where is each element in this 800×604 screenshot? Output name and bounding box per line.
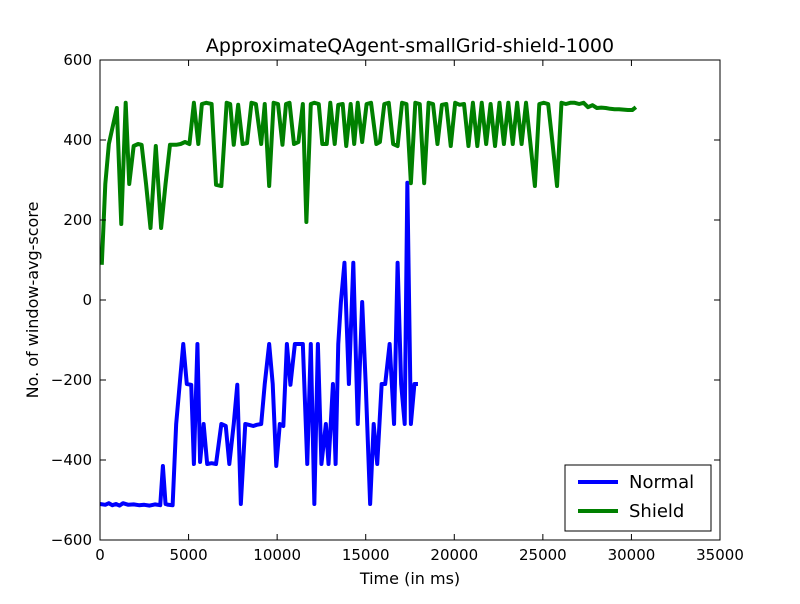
- legend-label-shield: Shield: [629, 501, 684, 522]
- legend-box: [564, 464, 712, 532]
- y-tick-label: 400: [63, 131, 92, 149]
- x-axis-label: Time (in ms): [359, 569, 460, 588]
- y-tick-label: −600: [51, 531, 92, 549]
- x-tick-label: 5000: [169, 546, 207, 564]
- x-tick-label: 20000: [430, 546, 478, 564]
- series-line-normal: [100, 180, 418, 508]
- x-tick-label: 10000: [253, 546, 301, 564]
- x-tick-label: 15000: [342, 546, 390, 564]
- x-tick-label: 30000: [608, 546, 656, 564]
- y-tick-label: −400: [51, 451, 92, 469]
- plot-area: 0 5000 10000 15000 20000 25000 30000 35000 −600 −…: [51, 51, 744, 564]
- chart-title: ApproximateQAgent-smallGrid-shield-1000: [206, 35, 614, 57]
- y-axis-label: No. of window-avg-score: [23, 202, 42, 399]
- legend: Normal Shield: [564, 464, 712, 532]
- y-tick-label: 200: [63, 211, 92, 229]
- y-tick-label: 600: [63, 51, 92, 69]
- y-tick-label: 0: [82, 291, 92, 309]
- legend-label-normal: Normal: [629, 472, 694, 493]
- series-line-shield: [100, 100, 638, 265]
- x-tick-label: 25000: [519, 546, 567, 564]
- x-tick-label: 35000: [696, 546, 744, 564]
- y-tick-label: −200: [51, 371, 92, 389]
- x-tick-label: 0: [95, 546, 105, 564]
